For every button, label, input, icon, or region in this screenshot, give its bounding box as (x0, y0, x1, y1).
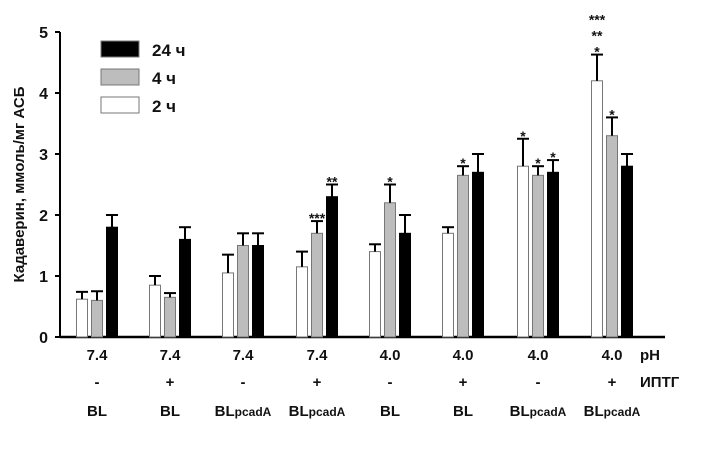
significance-mark: *** (589, 12, 606, 28)
strain-label: BLpcadA (584, 403, 641, 420)
significance-mark: * (594, 44, 600, 60)
strain-label: BLpcadA (510, 403, 567, 420)
bar (472, 171, 484, 338)
y-tick-label: 2 (39, 208, 48, 225)
bar (326, 196, 338, 338)
bar (606, 135, 618, 338)
ph-label: 7.4 (233, 347, 255, 364)
legend-label: 4 ч (152, 69, 176, 88)
bar (237, 245, 249, 338)
bar (164, 296, 176, 338)
y-axis-label: Кадаверин, ммоль/мг АСБ (11, 86, 28, 282)
ph-label: 4.0 (528, 347, 549, 364)
significance-mark: * (460, 155, 466, 171)
strain-label: BL (380, 403, 400, 420)
strain-label: BL (87, 403, 107, 420)
significance-mark: *** (309, 210, 326, 226)
y-tick-label: 5 (39, 25, 48, 42)
strain-label: BL (453, 403, 473, 420)
y-tick-label: 1 (39, 269, 48, 286)
iptg-label: - (536, 374, 541, 391)
bar (532, 174, 544, 338)
legend-label: 24 ч (152, 41, 186, 60)
bar (399, 232, 411, 338)
bar (442, 232, 454, 338)
legend-swatch (100, 96, 140, 114)
legend-label: 2 ч (152, 97, 176, 116)
bar (311, 232, 323, 338)
bar (106, 226, 118, 338)
y-tick-label: 4 (39, 86, 48, 103)
significance-mark: * (535, 155, 541, 171)
bar (621, 165, 633, 338)
ph-row-label: pH (640, 347, 660, 364)
iptg-label: + (459, 374, 468, 391)
strain-label: BLpcadA (289, 403, 346, 420)
ph-label: 4.0 (602, 347, 623, 364)
legend-swatch (100, 68, 140, 86)
legend-swatch (100, 40, 140, 58)
bar (76, 298, 88, 338)
bar (369, 251, 381, 338)
significance-mark: * (520, 128, 526, 144)
significance-mark: * (609, 106, 615, 122)
y-tick-label: 3 (39, 147, 48, 164)
significance-mark: * (387, 174, 393, 190)
ph-label: 4.0 (380, 347, 401, 364)
bar (296, 266, 308, 338)
bar (591, 80, 603, 338)
y-tick-label: 0 (39, 330, 48, 347)
bar (384, 202, 396, 338)
ph-label: 7.4 (87, 347, 109, 364)
bar (547, 171, 559, 338)
bar (252, 245, 264, 338)
iptg-row-label: ИПТГ (640, 374, 680, 391)
significance-mark: ** (592, 28, 603, 44)
bar (149, 284, 161, 338)
strain-label: BLpcadA (215, 403, 272, 420)
ph-label: 7.4 (160, 347, 182, 364)
iptg-label: - (95, 374, 100, 391)
strain-label: BL (160, 403, 180, 420)
bar (457, 174, 469, 338)
ph-label: 7.4 (307, 347, 329, 364)
iptg-label: + (166, 374, 175, 391)
iptg-label: - (241, 374, 246, 391)
significance-mark: * (550, 149, 556, 165)
iptg-label: - (388, 374, 393, 391)
bar (222, 272, 234, 338)
ph-label: 4.0 (453, 347, 474, 364)
bar (517, 165, 529, 338)
iptg-label: + (313, 374, 322, 391)
significance-mark: ** (327, 174, 338, 190)
iptg-label: + (608, 374, 617, 391)
bar (179, 238, 191, 338)
bar (91, 299, 103, 338)
